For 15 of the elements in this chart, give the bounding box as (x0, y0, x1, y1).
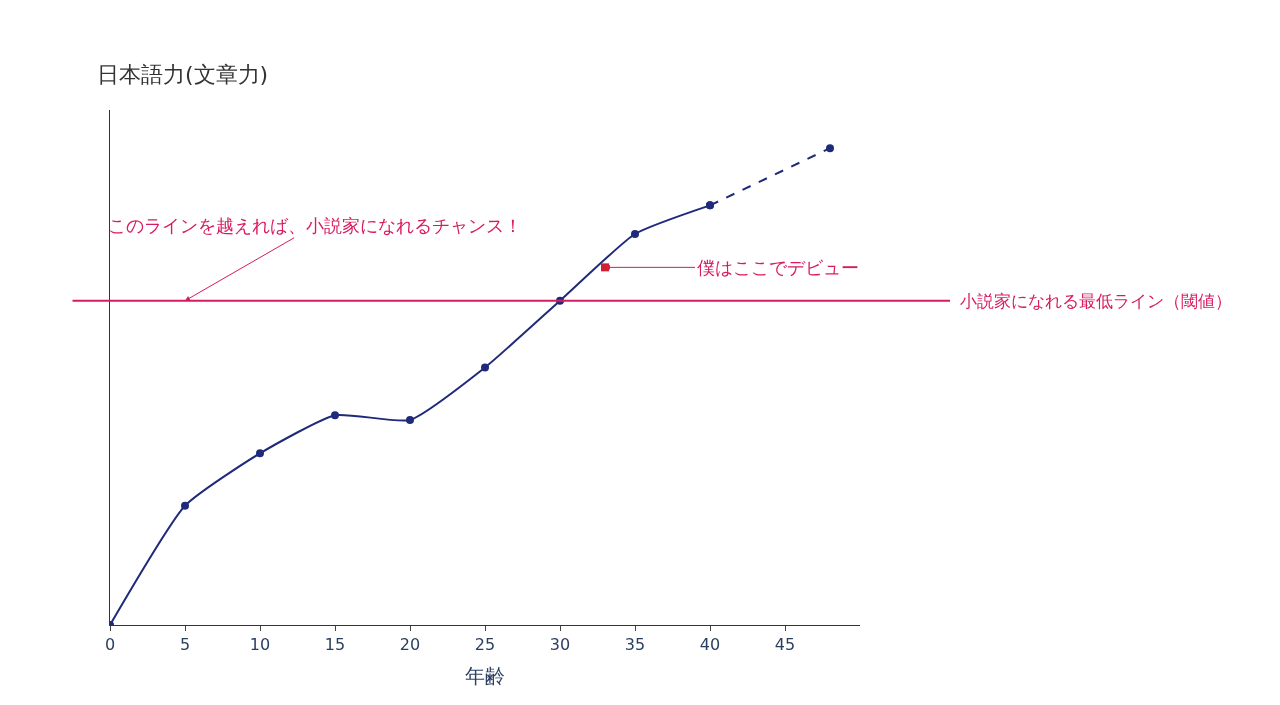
x-tick-label: 25 (474, 635, 496, 655)
x-tick-label: 45 (774, 635, 796, 655)
annotation: このラインを越えれば、小説家になれるチャンス！ (108, 215, 522, 236)
y-axis-title: 日本語力(文章力) (97, 62, 269, 87)
ref-line-label: 小説家になれる最低ライン（閾値） (960, 291, 1232, 311)
annotation: 僕はここでデビュー (697, 257, 859, 278)
x-tick-label: 10 (249, 635, 271, 655)
x-tick-label: 35 (624, 635, 646, 655)
x-tick-label: 15 (324, 635, 346, 655)
x-axis-title: 年齢 (465, 663, 505, 688)
x-tick-label: 20 (399, 635, 421, 655)
x-tick-label: 30 (549, 635, 571, 655)
x-tick-label: 40 (699, 635, 721, 655)
x-tick-label: 5 (179, 635, 191, 655)
x-tick-label: 0 (104, 635, 116, 655)
